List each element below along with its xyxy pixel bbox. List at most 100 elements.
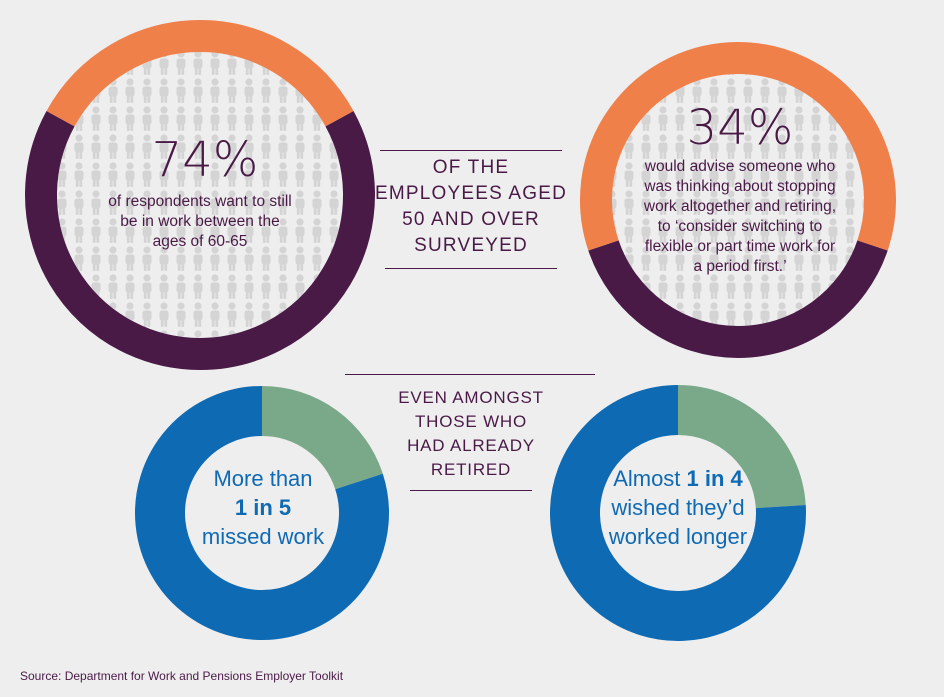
person-icon bbox=[347, 78, 356, 103]
person-icon bbox=[692, 274, 702, 299]
left-percent: 74% bbox=[151, 132, 259, 188]
person-icon bbox=[210, 78, 220, 103]
right-donut-line: wished they’d bbox=[611, 495, 745, 520]
person-icon bbox=[726, 302, 736, 327]
person-icon bbox=[74, 330, 84, 338]
right-donut-label: Almost 1 in 4 wished they’d worked longe… bbox=[583, 464, 773, 551]
person-icon bbox=[244, 106, 254, 131]
person-icon bbox=[193, 78, 203, 103]
person-icon bbox=[709, 274, 719, 299]
person-icon bbox=[159, 274, 169, 299]
person-icon bbox=[641, 330, 651, 348]
person-icon bbox=[743, 274, 753, 299]
right-caption-line: work altogether and retiring, bbox=[643, 198, 837, 215]
donut-1in4 bbox=[550, 385, 806, 641]
person-icon bbox=[159, 302, 169, 327]
person-icon bbox=[862, 330, 872, 348]
person-icon bbox=[108, 162, 118, 187]
person-icon bbox=[261, 106, 271, 131]
right-caption-line: was thinking about stopping bbox=[644, 178, 836, 195]
person-icon bbox=[658, 106, 668, 131]
left-donut-label: More than 1 in 5 missed work bbox=[173, 464, 353, 551]
person-icon bbox=[210, 106, 220, 131]
person-icon bbox=[590, 274, 600, 299]
person-icon bbox=[142, 302, 152, 327]
person-icon bbox=[278, 134, 288, 159]
left-caption-line: ages of 60-65 bbox=[152, 233, 248, 250]
person-icon bbox=[879, 52, 886, 75]
person-icon bbox=[227, 302, 237, 327]
retired-title-line: THOSE WHO bbox=[414, 412, 528, 431]
person-icon bbox=[607, 52, 617, 75]
person-icon bbox=[142, 274, 152, 299]
person-icon bbox=[227, 78, 237, 103]
person-icon bbox=[312, 162, 322, 187]
right-caption-line: to ‘consider switching to bbox=[657, 218, 823, 235]
person-icon bbox=[329, 330, 339, 338]
retired-title-top-rule bbox=[345, 374, 595, 375]
person-icon bbox=[312, 134, 322, 159]
donut-slice-highlight bbox=[677, 385, 806, 509]
retired-title-line: HAD ALREADY bbox=[407, 436, 535, 455]
person-icon bbox=[675, 274, 685, 299]
person-icon bbox=[329, 162, 339, 187]
ring-34 bbox=[580, 42, 896, 358]
chart-rings bbox=[25, 20, 896, 641]
donut-1in5 bbox=[135, 386, 389, 640]
ring-slice-rest bbox=[580, 42, 896, 251]
person-icon bbox=[828, 52, 838, 75]
person-icon bbox=[176, 78, 186, 103]
left-caption-line: be in work between the bbox=[120, 213, 280, 230]
person-icon bbox=[879, 302, 886, 327]
donut-slice-highlight bbox=[261, 386, 383, 491]
center-title-line: 50 AND OVER bbox=[402, 209, 540, 230]
person-icon bbox=[57, 330, 67, 338]
donut-slice-rest bbox=[550, 385, 806, 641]
center-title-top-rule bbox=[380, 150, 562, 151]
person-icon bbox=[879, 106, 886, 131]
person-icon bbox=[811, 106, 821, 131]
person-icon bbox=[159, 78, 169, 103]
person-icon bbox=[726, 274, 736, 299]
person-icon bbox=[794, 274, 804, 299]
left-donut-line: missed work bbox=[201, 524, 325, 549]
person-icon bbox=[210, 274, 220, 299]
person-icon bbox=[347, 50, 356, 75]
left-caption: of respondents want to still be in work … bbox=[85, 192, 315, 252]
left-donut-line: More than bbox=[213, 466, 313, 491]
person-icon bbox=[125, 162, 135, 187]
person-icon bbox=[811, 274, 821, 299]
person-icon bbox=[590, 302, 600, 327]
ring-74 bbox=[25, 20, 375, 370]
right-caption-line: a period first.’ bbox=[693, 258, 787, 275]
person-icon bbox=[329, 190, 339, 215]
person-icon bbox=[210, 52, 220, 75]
person-icon bbox=[590, 78, 600, 103]
ring-slice-main bbox=[588, 240, 888, 358]
person-icon bbox=[244, 274, 254, 299]
retired-title: EVEN AMONGST THOSE WHO HAD ALREADY RETIR… bbox=[370, 386, 572, 482]
person-icon bbox=[607, 78, 617, 103]
person-icon bbox=[159, 106, 169, 131]
person-icon bbox=[278, 274, 288, 299]
person-icon bbox=[142, 106, 152, 131]
person-icon bbox=[845, 52, 855, 75]
person-icon bbox=[607, 330, 617, 348]
person-icon bbox=[347, 302, 356, 327]
person-icon bbox=[74, 162, 84, 187]
center-title-line: EMPLOYEES AGED bbox=[374, 183, 568, 204]
right-donut-bold: 1 in 4 bbox=[686, 466, 743, 491]
person-icon bbox=[244, 302, 254, 327]
source-note: Source: Department for Work and Pensions… bbox=[20, 669, 344, 683]
person-icon bbox=[227, 106, 237, 131]
person-icon bbox=[862, 52, 872, 75]
person-icon bbox=[641, 134, 651, 159]
right-caption-line: flexible or part time work for bbox=[644, 238, 836, 255]
center-title-line: OF THE bbox=[432, 157, 510, 178]
person-icon bbox=[193, 274, 203, 299]
person-icon bbox=[312, 330, 322, 338]
person-icon bbox=[845, 330, 855, 348]
retired-title-line: EVEN AMONGST bbox=[398, 388, 544, 407]
person-icon bbox=[142, 78, 152, 103]
